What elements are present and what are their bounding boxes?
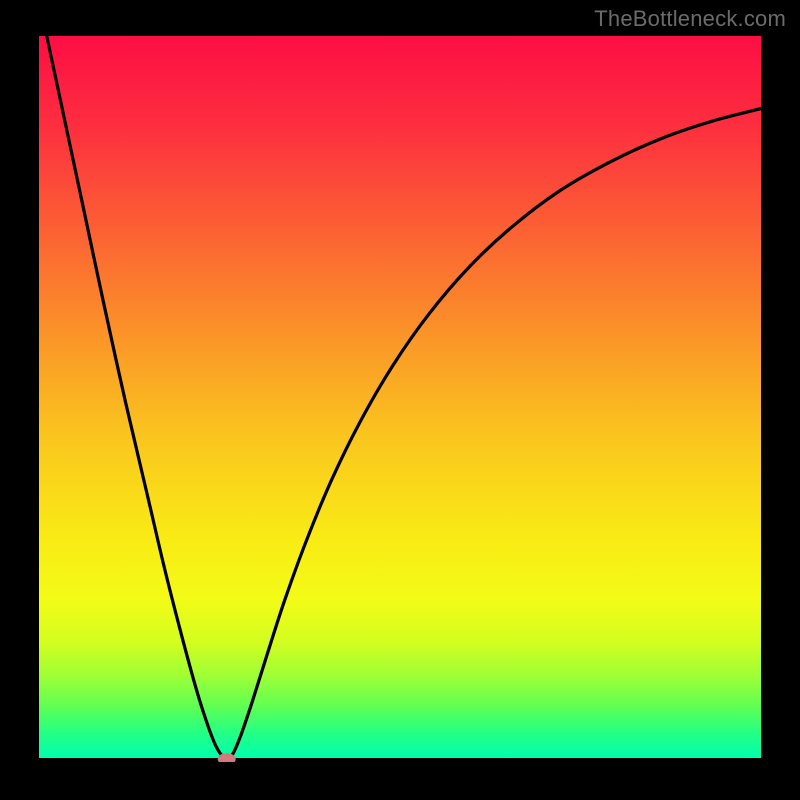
watermark: TheBottleneck.com: [594, 6, 786, 32]
chart-frame: TheBottleneck.com: [0, 0, 800, 800]
chart-curve: [39, 36, 761, 762]
plot-area: [39, 36, 761, 762]
